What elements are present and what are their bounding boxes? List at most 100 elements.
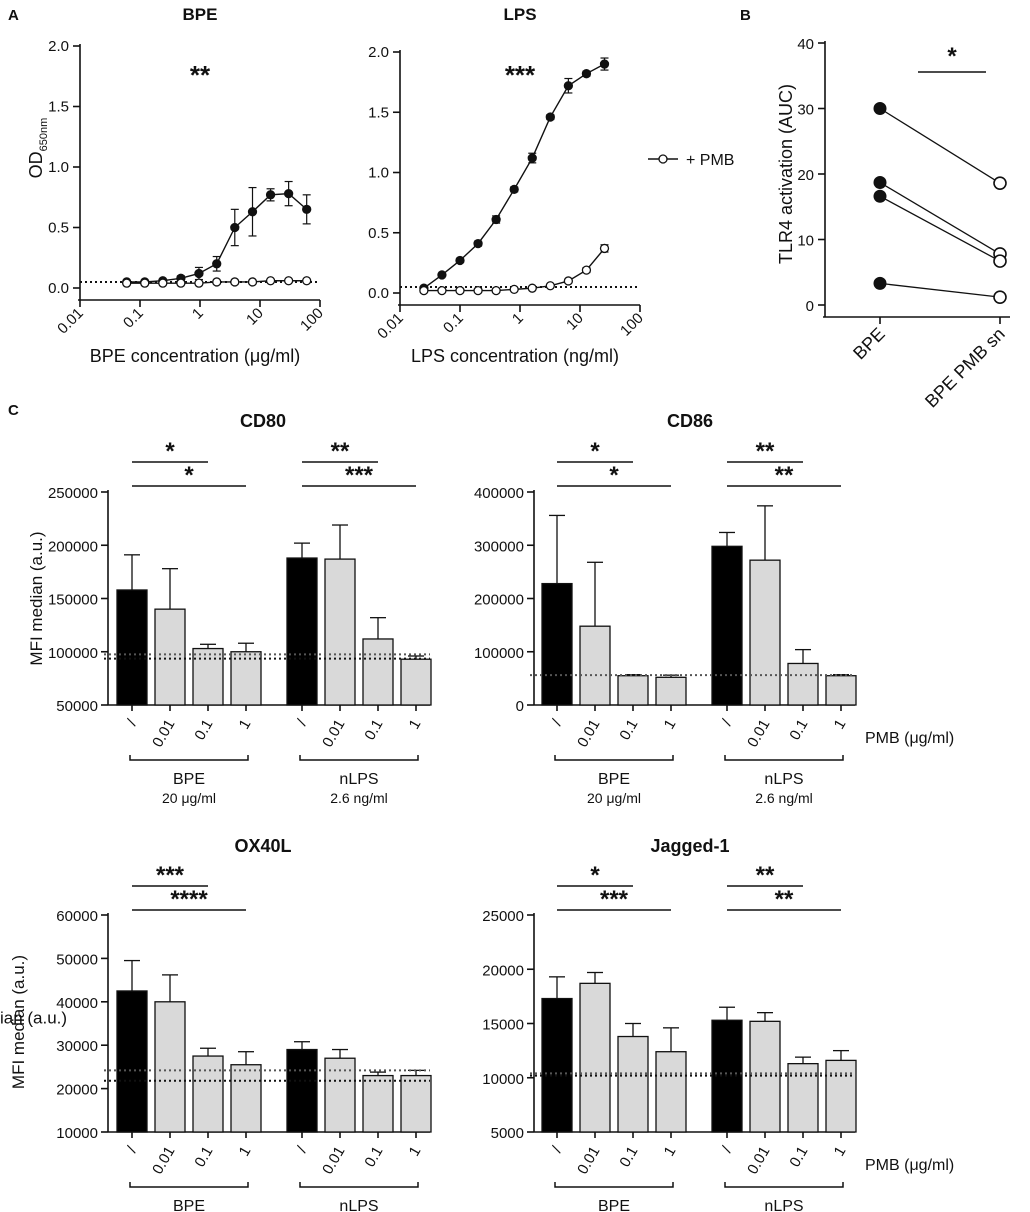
- cd86-bar: [787, 662, 819, 706]
- lps_curve-point: [563, 81, 574, 91]
- cd86-group-name: nLPS: [764, 771, 803, 788]
- lps_curve-point: [509, 284, 519, 295]
- jagged1-group-name: BPE: [598, 1198, 630, 1212]
- tlr4_auc-pair-line: [879, 195, 1001, 262]
- ox40l-y-label: MFI median (a.u.): [9, 955, 28, 1089]
- cd80-group-bracket: [299, 755, 419, 761]
- cd80-significance-stars: *: [165, 438, 175, 465]
- jagged1-dose-label: /: [549, 1143, 566, 1156]
- tlr4_auc-point-pmb: [993, 176, 1007, 190]
- ox40l-bar: [324, 1057, 356, 1133]
- jagged1-ytick-label: 10000: [482, 1071, 524, 1088]
- cd86-title: CD86: [667, 411, 713, 431]
- lps_curve-xtick-label: 10: [563, 310, 587, 334]
- cd80-ytick-label: 150000: [48, 592, 98, 609]
- lps_curve-ytick-label: 0.5: [368, 225, 389, 242]
- bpe_curve-significance: **: [190, 60, 211, 90]
- cd86-bar: [617, 675, 649, 706]
- cd86-significance-stars: *: [590, 438, 600, 465]
- panel-letter-a: A: [8, 7, 19, 24]
- cd80-significance-stars: **: [331, 438, 350, 465]
- cd86-bar: [825, 675, 857, 706]
- tlr4_auc-pair-line: [879, 181, 1001, 255]
- cd86-ytick-label: 400000: [474, 485, 524, 502]
- jagged1-dose-label: 0.01: [574, 1144, 603, 1178]
- jagged1-bar: [787, 1062, 819, 1133]
- lps_curve-point: [437, 270, 447, 280]
- ox40l-dose-label: /: [294, 1143, 311, 1156]
- cd80-bar: [324, 558, 356, 706]
- ox40l-ytick-label: 30000: [56, 1038, 98, 1055]
- lps_curve-point: [581, 265, 592, 275]
- ox40l-ytick-label: 40000: [56, 995, 98, 1012]
- lps_curve-point: [473, 285, 483, 296]
- cd86-ytick-label: 100000: [474, 645, 524, 662]
- cd80-dose-label: 1: [406, 717, 425, 733]
- cd80-ytick-label: 250000: [48, 485, 98, 502]
- panel-letter-b: B: [740, 7, 751, 24]
- y-label-subscript: 650nm: [38, 118, 50, 152]
- lps_curve-point: [581, 69, 592, 79]
- tlr4_auc-point-pmb: [993, 254, 1007, 268]
- lps_curve-xtick-label: 100: [617, 310, 647, 340]
- cd80-bar: [116, 589, 148, 706]
- ox40l-ytick-label: 20000: [56, 1082, 98, 1099]
- bpe_curve-point: [265, 190, 276, 200]
- tlr4_auc-point-bpe: [873, 189, 887, 203]
- jagged1-dose-label: /: [719, 1143, 736, 1156]
- cd80-significance-stars: *: [184, 462, 194, 489]
- lps_curve-point: [509, 184, 519, 195]
- bpe-curve-y-label: OD650nm: [26, 118, 50, 179]
- ox40l-significance-stars: ***: [156, 862, 185, 889]
- tlr4_auc-ytick-label: 30: [797, 102, 814, 119]
- ox40l-group-bracket: [129, 1182, 249, 1188]
- tlr4_auc-ytick-label: 10: [797, 233, 814, 250]
- lps_curve-point: [545, 281, 555, 291]
- cd80-title: CD80: [240, 411, 286, 431]
- cd80-dose-label: 0.1: [191, 717, 216, 744]
- cd80-bar: [362, 638, 394, 706]
- ox40l-significance-stars: ****: [170, 886, 208, 913]
- lps_curve-point: [473, 238, 483, 249]
- cd80-group-name: BPE: [173, 771, 205, 788]
- jagged1-significance-stars: **: [756, 862, 775, 889]
- cd86-dose-label: 0.01: [574, 717, 603, 751]
- jagged1-dose-label: 0.1: [786, 1144, 811, 1171]
- cd80-bar: [192, 647, 224, 706]
- cd80-dose-label: /: [294, 716, 311, 729]
- cd80-dose-label: 0.1: [361, 717, 386, 744]
- jagged1-bar: [749, 1020, 781, 1133]
- jagged1-bar: [825, 1059, 857, 1133]
- cd86-group-bracket: [554, 755, 674, 761]
- bpe_curve-point: [230, 277, 240, 287]
- lps_curve-point: [563, 276, 574, 286]
- tlr4_auc-point-bpe: [873, 276, 887, 290]
- jagged1-group-bracket: [554, 1182, 674, 1188]
- lps_curve-point: [491, 214, 501, 225]
- jagged1-dose-label: 1: [831, 1144, 850, 1160]
- ox40l-dose-label: 0.01: [149, 1144, 178, 1178]
- lps_curve-point: [527, 283, 537, 293]
- bpe_curve-point: [302, 204, 312, 215]
- ox40l-group-bracket: [299, 1182, 419, 1188]
- bpe_curve-xtick-label: 1: [189, 305, 207, 323]
- bpe_curve-ytick-label: 2.0: [48, 38, 69, 55]
- cd80-bar: [230, 651, 262, 706]
- lps_curve-significance: ***: [505, 60, 536, 90]
- lps_curve-title: LPS: [503, 5, 536, 24]
- cd86-bar: [749, 559, 781, 706]
- jagged1-group-name: nLPS: [764, 1198, 803, 1212]
- bpe_curve-point: [283, 188, 294, 199]
- cd80-dose-label: 0.01: [149, 717, 178, 751]
- cd80-group-conc: 20 μg/ml: [162, 790, 216, 806]
- cd86-significance-stars: **: [756, 438, 775, 465]
- bpe_curve-point: [212, 259, 222, 269]
- jagged1-bar: [579, 982, 611, 1133]
- cd80-ytick-label: 100000: [48, 645, 98, 662]
- cd86-significance-stars: **: [775, 462, 794, 489]
- ox40l-dose-label: /: [124, 1143, 141, 1156]
- tlr4_auc-pair-line: [879, 282, 1001, 298]
- cd80-y-label: MFI median (a.u.): [27, 531, 46, 665]
- bpe_curve-xtick-label: 10: [243, 305, 267, 329]
